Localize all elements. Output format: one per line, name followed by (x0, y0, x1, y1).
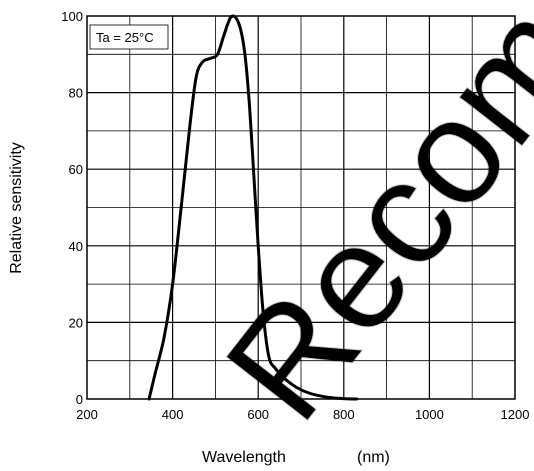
annotation-box (89, 24, 169, 50)
x-tick-label: 1000 (415, 407, 444, 422)
plot-frame (86, 15, 516, 400)
sensitivity-curve (147, 14, 359, 401)
x-tick-label: 600 (247, 407, 269, 422)
y-tick-labels: 0 20 40 60 80 100 (61, 9, 83, 407)
y-tick-label: 20 (69, 315, 83, 330)
series-group (147, 14, 359, 401)
x-tick-label: 1200 (501, 407, 530, 422)
watermark-text: Recom (193, 0, 534, 450)
x-tick-label: 800 (333, 407, 355, 422)
x-tick-label: 200 (76, 407, 98, 422)
y-tick-label: 40 (69, 239, 83, 254)
y-axis-title: Relative sensitivity (8, 142, 25, 274)
y-tick-label: 0 (76, 392, 83, 407)
watermark: Recom (192, 0, 534, 450)
y-tick-label: 60 (69, 162, 83, 177)
x-tick-labels: 200 400 600 800 1000 1200 (76, 407, 529, 422)
grid (87, 16, 515, 399)
y-tick-label: 80 (69, 86, 83, 101)
x-axis-unit: (nm) (357, 449, 390, 466)
plot-border (86, 15, 516, 400)
x-tick-label: 400 (162, 407, 184, 422)
y-tick-label: 100 (61, 9, 83, 24)
annotation: Ta = 25°C (96, 30, 154, 45)
x-axis-title: Wavelength (202, 449, 286, 466)
